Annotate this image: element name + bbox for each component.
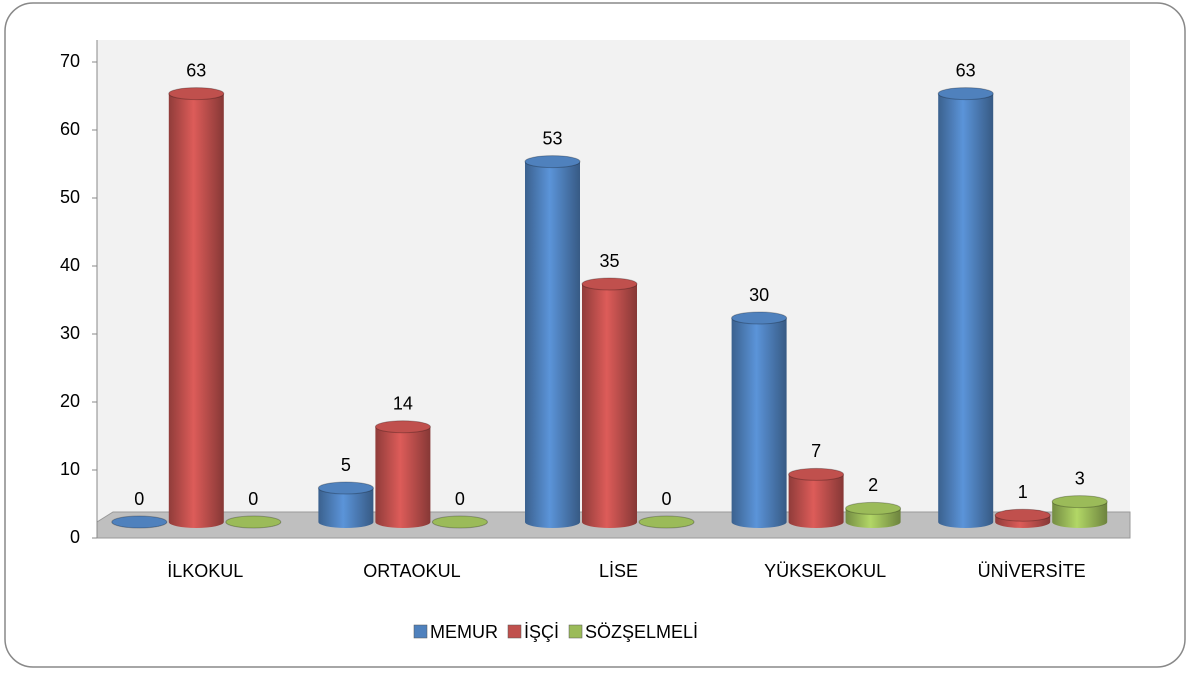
bar xyxy=(581,277,638,528)
data-label: 0 xyxy=(248,489,258,509)
data-label: 63 xyxy=(186,60,206,80)
bar xyxy=(937,87,994,528)
data-label: 2 xyxy=(868,475,878,495)
y-tick-label: 0 xyxy=(70,527,80,547)
data-label: 7 xyxy=(811,441,821,461)
bar xyxy=(845,501,902,528)
x-tick-label: ÜNİVERSİTE xyxy=(978,561,1086,581)
x-tick-label: ORTAOKUL xyxy=(363,561,460,581)
bar xyxy=(168,87,225,528)
legend-label: SÖZŞELMELİ xyxy=(585,622,698,642)
legend-swatch xyxy=(507,624,522,639)
data-label: 0 xyxy=(455,489,465,509)
legend-label: İŞÇİ xyxy=(524,622,559,642)
legend-swatch xyxy=(568,624,583,639)
bar xyxy=(431,515,488,529)
y-tick-label: 70 xyxy=(60,51,80,71)
data-label: 53 xyxy=(542,128,562,148)
bar xyxy=(994,508,1051,528)
y-tick-label: 40 xyxy=(60,255,80,275)
data-label: 35 xyxy=(599,251,619,271)
data-label: 3 xyxy=(1075,468,1085,488)
bar xyxy=(1051,495,1108,528)
bar xyxy=(374,420,431,528)
x-tick-label: YÜKSEKOKUL xyxy=(764,561,886,581)
data-label: 0 xyxy=(134,489,144,509)
x-tick-label: İLKOKUL xyxy=(167,561,243,581)
y-tick-label: 30 xyxy=(60,323,80,343)
bar xyxy=(638,515,695,529)
y-tick-label: 50 xyxy=(60,187,80,207)
y-tick-label: 10 xyxy=(60,459,80,479)
y-tick-label: 60 xyxy=(60,119,80,139)
bar xyxy=(524,155,581,528)
bar xyxy=(111,515,168,529)
bar xyxy=(225,515,282,529)
bar xyxy=(317,481,374,528)
data-label: 14 xyxy=(393,394,413,414)
data-label: 30 xyxy=(749,285,769,305)
data-label: 1 xyxy=(1018,482,1028,502)
data-label: 63 xyxy=(956,60,976,80)
data-label: 0 xyxy=(661,489,671,509)
legend-label: MEMUR xyxy=(430,622,498,642)
bar xyxy=(731,311,788,528)
data-label: 5 xyxy=(341,455,351,475)
x-tick-label: LİSE xyxy=(599,561,638,581)
bar xyxy=(788,467,845,528)
y-tick-label: 20 xyxy=(60,391,80,411)
legend-swatch xyxy=(413,624,428,639)
